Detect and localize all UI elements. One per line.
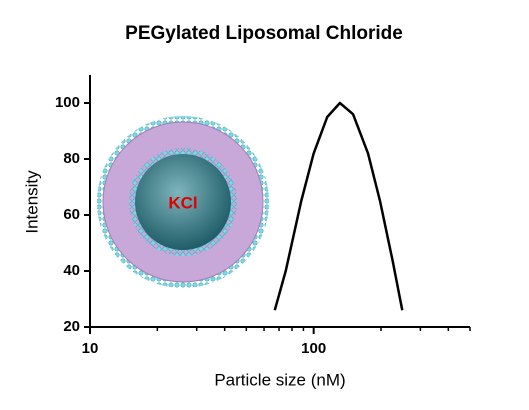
x-axis-label: Particle size (nM) xyxy=(214,370,345,389)
y-tick-label: 100 xyxy=(55,94,80,111)
y-tick-label: 40 xyxy=(63,262,80,279)
y-tick-label: 20 xyxy=(63,318,80,335)
chart-title: PEGylated Liposomal Chloride xyxy=(125,23,403,44)
y-axis-label: Intensity xyxy=(22,170,41,234)
data-line xyxy=(273,101,404,311)
annotation: KCl xyxy=(168,193,197,212)
y-tick-label: 60 xyxy=(63,206,80,223)
liposome-illustration: KCl xyxy=(97,116,269,288)
x-tick-label: 100 xyxy=(301,340,326,357)
x-tick-label: 10 xyxy=(82,340,99,357)
y-tick-label: 80 xyxy=(63,150,80,167)
